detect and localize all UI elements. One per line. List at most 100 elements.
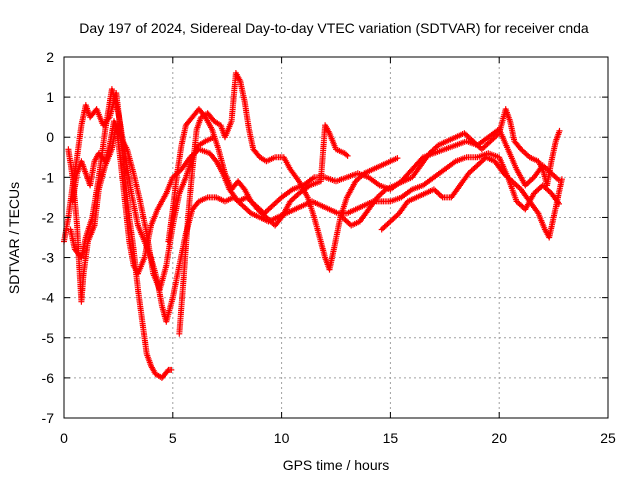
plus-marker-run [287,191,301,205]
x-axis-label: GPS time / hours [283,457,390,473]
plus-marker-run [518,146,532,159]
plus-marker-run [202,135,216,145]
plus-marker-run [213,194,227,204]
plus-marker-run [333,146,346,156]
plus-marker-run [348,219,362,229]
plus-marker-run [422,187,436,197]
plus-marker-run [491,158,506,175]
series-track-5 [165,106,351,245]
plus-marker-run [391,179,405,189]
plus-marker-run [548,140,559,165]
axis-ticks: 0 5 10 15 20 25 -7 -6 -5 -4 -3 -2 -1 0 1 2 [42,49,616,446]
x-tick-label: 15 [383,430,399,446]
y-tick-label: -1 [42,169,55,185]
plus-marker-run [465,163,479,177]
plus-marker-run [420,175,436,189]
plus-marker-run [396,199,410,217]
x-tick-label: 10 [274,430,290,446]
plus-marker-run [165,208,176,245]
plus-marker-run [535,210,548,231]
plus-marker-run [337,196,350,221]
plus-marker-run [180,216,191,281]
plus-marker-run [341,150,351,159]
plus-marker-run [222,120,234,141]
plus-marker-run [193,115,204,133]
plus-marker-run [78,236,89,261]
plus-marker-run [417,151,432,169]
plus-marker-run [326,206,340,216]
plus-marker-run [82,216,95,241]
plus-marker-run [169,192,182,229]
plus-marker-run [404,195,418,205]
plus-marker-run [248,210,262,220]
plus-marker-run [441,142,457,153]
plus-marker-run [330,216,343,253]
plus-marker-run [169,172,180,213]
plus-marker-run [130,170,143,203]
plus-marker-run [507,118,517,143]
plus-marker-run [148,208,160,229]
y-tick-label: -4 [42,290,55,306]
plus-marker-run [352,203,366,213]
plus-marker-run [135,286,146,323]
plus-marker-run [269,195,284,209]
plus-marker-run [87,160,98,189]
plus-marker-run [78,158,89,175]
x-tick-label: 0 [60,430,68,446]
plus-marker-run [474,155,488,169]
plus-marker-run [280,154,293,171]
x-tick-label: 5 [169,430,177,446]
plus-marker-run [304,194,317,219]
plus-marker-run [518,186,532,203]
plus-marker-run [117,158,128,203]
plus-marker-run [182,115,195,129]
plus-marker-run [461,130,475,143]
plus-marker-run [311,214,324,243]
plus-marker-run [370,163,383,173]
plus-marker-run [317,202,331,212]
plus-marker-run [435,139,449,149]
plus-marker-run [61,216,71,245]
plus-marker-run [65,146,76,179]
plus-marker-run [343,171,359,181]
y-tick-label: 1 [46,89,54,105]
plus-marker-run [426,143,440,157]
plot-frame [63,56,609,419]
plus-marker-run [317,238,328,259]
plus-marker-run [137,198,150,235]
plus-marker-run [365,195,380,213]
series-track-6 [339,106,563,229]
plus-marker-run [202,114,214,131]
plus-marker-run [215,146,228,175]
plus-marker-run [163,224,176,269]
plus-marker-run [444,135,457,145]
plus-marker-run [343,207,357,217]
plus-marker-run [378,159,392,169]
plus-marker-run [209,126,221,151]
plus-marker-run [111,118,123,139]
plus-marker-run [121,174,133,219]
plus-marker-run [163,176,176,197]
plus-marker-run [326,130,339,151]
plus-marker-run [189,144,201,161]
plus-marker-run [241,98,252,131]
plus-marker-run [409,155,425,173]
plus-marker-run [156,264,169,293]
plus-marker-run [300,175,316,189]
plus-marker-run [452,131,466,141]
y-tick-label: 0 [46,129,54,145]
plus-marker-run [195,139,207,149]
plus-marker-run [539,182,553,195]
plus-marker-run [441,159,458,173]
plus-marker-run [296,183,312,197]
plus-marker-run [272,215,284,229]
plus-marker-run [239,202,253,216]
plus-marker-run [387,211,401,225]
plus-marker-run [487,131,501,145]
plus-marker-run [548,170,562,183]
plus-marker-run [246,126,256,151]
plus-marker-run [287,166,301,183]
plus-marker-run [448,183,462,201]
plus-marker-run [128,190,141,227]
